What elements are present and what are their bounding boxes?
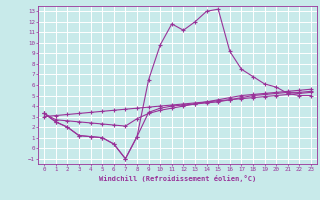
X-axis label: Windchill (Refroidissement éolien,°C): Windchill (Refroidissement éolien,°C) <box>99 175 256 182</box>
